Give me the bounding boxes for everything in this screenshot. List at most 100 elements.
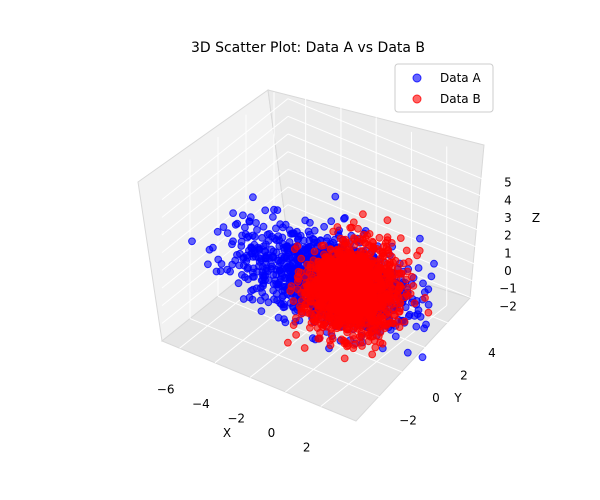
data-point [403, 283, 412, 292]
data-point [258, 234, 267, 242]
data-point [368, 237, 377, 246]
data-point [310, 317, 319, 326]
z-grid-left-5 [161, 133, 289, 236]
data-point [269, 213, 277, 221]
data-point [420, 324, 429, 333]
data-point [410, 299, 419, 308]
data-point [340, 354, 349, 363]
data-point [242, 251, 251, 260]
data-point [347, 274, 355, 282]
data-point [213, 227, 222, 236]
data-point [335, 249, 344, 258]
data-point [365, 330, 373, 339]
y-tick-label: 2 [460, 369, 468, 383]
data-point [293, 273, 302, 281]
data-point [378, 339, 387, 348]
data-point [269, 280, 278, 288]
data-point [374, 332, 383, 341]
data-point [361, 311, 369, 320]
data-point [212, 267, 221, 276]
data-point [320, 222, 329, 231]
data-point [285, 266, 294, 274]
z-grid-left-6 [161, 115, 289, 218]
data-point [346, 223, 355, 232]
data-point [285, 238, 294, 246]
y-grid-floor-0 [189, 318, 385, 400]
data-point [355, 253, 364, 262]
data-point [314, 300, 322, 308]
data-point [251, 252, 260, 261]
data-point [310, 226, 319, 235]
data-point [367, 249, 375, 257]
data-point [345, 286, 354, 295]
z-tick-label: −2 [499, 299, 517, 313]
data-point [419, 279, 427, 288]
z-tick-label: 3 [504, 211, 512, 225]
data-point [394, 285, 403, 294]
data-point [361, 239, 369, 248]
data-point [400, 317, 409, 326]
z-tick-label: 2 [504, 229, 512, 243]
data-point [343, 305, 351, 314]
data-point [289, 297, 298, 306]
z-grid-back-3 [287, 168, 483, 250]
z-tick-label: 1 [504, 246, 512, 260]
data-point [335, 320, 344, 329]
data-point [261, 206, 270, 215]
data-point [357, 330, 366, 338]
data-point [292, 314, 300, 323]
data-point [368, 256, 377, 265]
data-point [356, 300, 365, 309]
data-point [245, 217, 254, 226]
data-point [275, 236, 284, 245]
data-point [413, 251, 422, 260]
data-point [391, 332, 400, 341]
data-point [382, 243, 391, 252]
y-axis-label: Y [453, 391, 462, 405]
data-point [356, 283, 365, 291]
data-point [289, 321, 298, 330]
data-point [327, 329, 336, 338]
x-tick-label: 0 [268, 426, 276, 440]
z-tick-label: −1 [499, 282, 517, 296]
data-point [204, 260, 212, 269]
data-point [239, 211, 247, 220]
data-point [427, 272, 436, 281]
data-point [403, 348, 412, 357]
data-point [338, 258, 347, 267]
data-point [251, 233, 259, 241]
data-point [346, 312, 354, 321]
legend: Data A Data B [394, 63, 494, 113]
y-tick-label: 4 [488, 346, 496, 360]
data-point [349, 344, 358, 353]
data-point [223, 229, 232, 238]
data-point [402, 290, 411, 299]
z-tick-label: 4 [504, 193, 512, 207]
data-point [314, 288, 322, 297]
data-point [280, 303, 289, 311]
data-point [371, 343, 380, 352]
data-point [229, 237, 237, 246]
x-tick-label: −6 [157, 382, 175, 396]
data-point [370, 282, 379, 291]
data-point [257, 307, 266, 316]
z-tick-label: 5 [504, 176, 512, 190]
data-point [424, 300, 433, 309]
data-point [387, 318, 396, 327]
z-axis-label: Z [532, 211, 540, 225]
z-grid-back-7 [287, 98, 483, 180]
data-point [430, 259, 438, 268]
data-point [399, 259, 408, 268]
data-point [325, 304, 333, 313]
data-point [351, 315, 360, 324]
data-point [235, 261, 244, 270]
data-point [188, 237, 196, 246]
data-point [379, 249, 387, 258]
data-point [373, 325, 382, 334]
data-point [314, 334, 323, 343]
data-point [283, 252, 291, 261]
data-point [410, 312, 419, 320]
data-point [368, 350, 377, 359]
data-point [311, 309, 320, 318]
data-point [337, 335, 346, 344]
